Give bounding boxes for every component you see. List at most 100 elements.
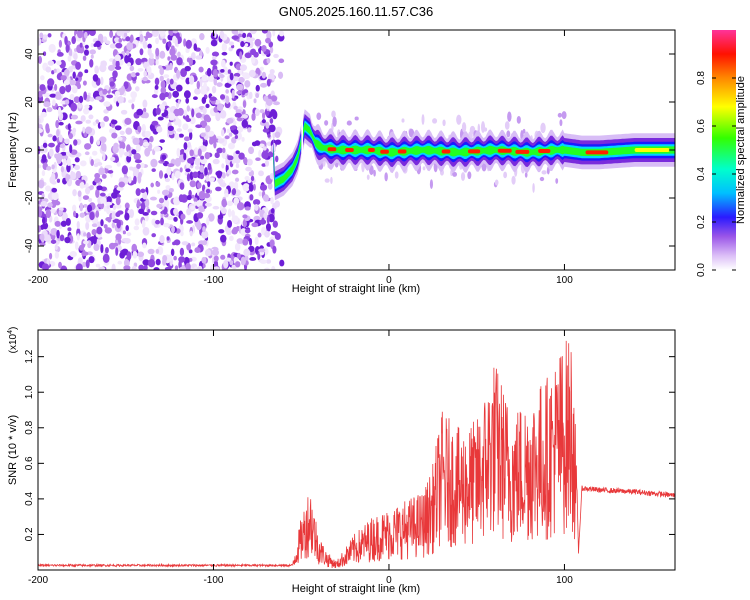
noise-blob [56, 158, 62, 164]
noise-blob [228, 41, 234, 46]
noise-blob [248, 91, 253, 100]
noise-blob [96, 139, 101, 146]
noise-blob [56, 60, 62, 66]
noise-blob [143, 107, 147, 113]
spectral-halo [503, 171, 508, 179]
spectral-halo [421, 114, 425, 125]
signal-peak [327, 147, 337, 152]
noise-blob [240, 40, 245, 48]
noise-blob [185, 168, 191, 173]
noise-blob [142, 259, 150, 266]
noise-blob [144, 130, 152, 138]
noise-blob [131, 265, 137, 270]
noise-blob [231, 44, 235, 49]
noise-blob [168, 254, 173, 262]
noise-blob [75, 77, 79, 82]
spectrogram-x-ticks: -200 -100 0 100 [28, 30, 573, 286]
noise-blob [207, 213, 215, 222]
noise-blob [111, 211, 116, 220]
noise-blob [48, 43, 56, 53]
noise-blob [225, 89, 229, 94]
noise-blob [233, 30, 238, 35]
noise-blob [163, 74, 170, 78]
noise-blob [114, 37, 120, 43]
noise-blob [149, 196, 157, 201]
noise-blob [186, 220, 194, 224]
snr-scale-prefix: (x10 [8, 333, 19, 353]
noise-blob [38, 225, 42, 233]
noise-blob [123, 258, 130, 268]
noise-blob [45, 209, 52, 219]
noise-blob [211, 134, 217, 143]
noise-blob [136, 163, 141, 169]
noise-blob [98, 266, 106, 270]
noise-blob [202, 107, 207, 115]
noise-blob [68, 132, 74, 140]
noise-blob [125, 127, 133, 135]
noise-blob [72, 71, 76, 79]
noise-blob [73, 164, 81, 170]
noise-blob [111, 263, 116, 270]
spectral-halo [324, 178, 330, 183]
noise-blob [220, 129, 225, 137]
noise-blob [220, 234, 227, 243]
noise-blob [155, 219, 161, 225]
noise-blob [213, 77, 218, 86]
noise-blob [63, 68, 70, 77]
noise-blob [135, 188, 141, 196]
y-tick-label: 1.0 [24, 385, 35, 399]
noise-blob [205, 188, 211, 194]
noise-blob [64, 99, 70, 105]
noise-blob [86, 232, 91, 240]
noise-blob [85, 187, 91, 195]
noise-blob [236, 252, 241, 259]
noise-blob [41, 154, 47, 163]
noise-blob [216, 170, 222, 179]
noise-blob [249, 257, 257, 261]
noise-blob [236, 117, 243, 122]
noise-blob [100, 219, 104, 227]
noise-blob [69, 93, 75, 101]
noise-blob [227, 142, 235, 150]
noise-blob [178, 260, 182, 270]
noise-blob [167, 125, 174, 131]
noise-blob [130, 72, 137, 78]
noise-blob [115, 233, 122, 241]
noise-blob [42, 51, 47, 57]
noise-blob [142, 191, 148, 200]
noise-blob [233, 76, 239, 82]
noise-blob [142, 212, 149, 216]
snr-data [38, 340, 675, 569]
snr-x-ticks: -200 -100 0 100 [28, 330, 573, 586]
noise-blob [227, 220, 233, 228]
noise-blob [187, 128, 193, 133]
noise-blob [60, 265, 68, 270]
noise-blob [155, 248, 160, 254]
noise-blob [180, 213, 186, 220]
noise-blob [141, 219, 146, 229]
noise-blob [228, 235, 234, 242]
noise-blob [51, 164, 55, 170]
noise-blob [150, 158, 158, 168]
noise-blob [77, 71, 83, 78]
noise-blob [82, 240, 89, 245]
noise-blob [224, 192, 229, 198]
noise-blob [71, 85, 78, 94]
noise-blob [204, 249, 211, 257]
noise-blob [262, 194, 270, 202]
spectral-halo [384, 172, 388, 182]
noise-blob [123, 151, 130, 157]
noise-blob [105, 216, 112, 222]
noise-blob [73, 96, 81, 104]
noise-blob [201, 230, 209, 239]
noise-blob [186, 194, 192, 201]
noise-blob [56, 129, 60, 137]
noise-blob [160, 217, 164, 226]
noise-blob [81, 261, 87, 268]
noise-blob [191, 242, 196, 247]
noise-blob [242, 183, 250, 192]
noise-blob [233, 105, 238, 110]
noise-blob [75, 120, 83, 125]
svg-text:(x104): (x104) [7, 327, 19, 354]
noise-blob [224, 135, 230, 140]
